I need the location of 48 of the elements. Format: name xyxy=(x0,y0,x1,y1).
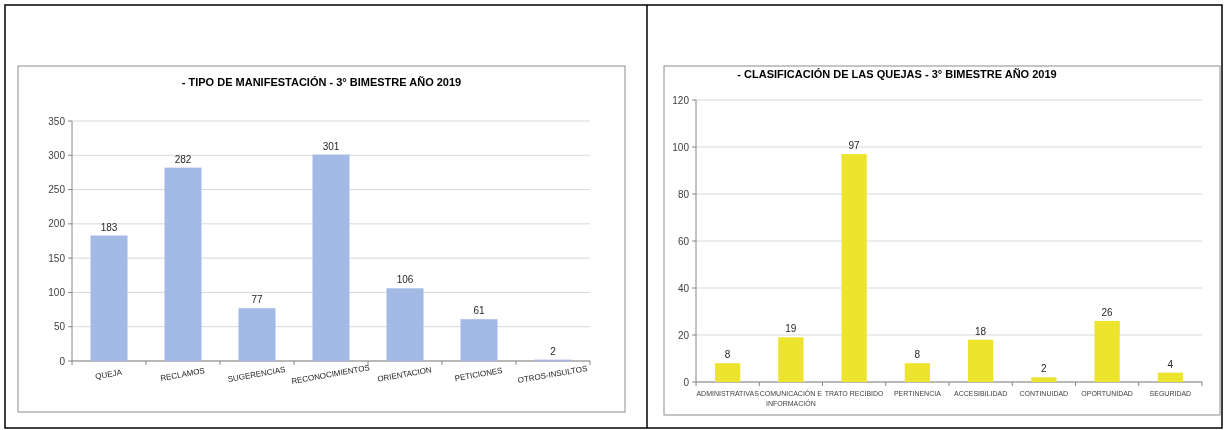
y-tick-label: 250 xyxy=(48,184,66,196)
y-tick-label: 40 xyxy=(677,282,690,294)
y-tick-label: 350 xyxy=(48,115,66,127)
y-tick-label: 120 xyxy=(672,94,690,106)
data-label: 19 xyxy=(785,323,797,335)
data-label: 97 xyxy=(848,140,861,152)
bar xyxy=(238,308,276,361)
bar xyxy=(1031,377,1057,382)
bar xyxy=(841,154,867,382)
y-tick-label: 100 xyxy=(672,141,690,153)
bar xyxy=(714,363,741,382)
data-label: 26 xyxy=(1101,306,1114,318)
bar xyxy=(1157,372,1184,382)
bar xyxy=(778,337,804,382)
bar xyxy=(904,363,931,382)
data-label: 18 xyxy=(975,325,987,337)
data-label: 4 xyxy=(1167,358,1174,370)
y-tick-label: 200 xyxy=(48,218,66,230)
data-label: 77 xyxy=(251,294,263,306)
y-tick-label: 0 xyxy=(683,376,690,388)
y-tick-label: 150 xyxy=(48,252,66,264)
bar xyxy=(312,154,350,361)
y-tick-label: 50 xyxy=(53,321,66,333)
data-label: 301 xyxy=(322,140,340,152)
x-tick-label: QUEJA xyxy=(94,367,124,382)
data-label: 8 xyxy=(914,349,921,361)
bar xyxy=(967,339,994,382)
y-tick-label: 60 xyxy=(677,235,690,247)
data-label: 282 xyxy=(174,153,192,165)
bar xyxy=(1094,320,1120,382)
y-tick-label: 300 xyxy=(48,149,66,161)
y-tick-label: 80 xyxy=(677,188,690,200)
y-tick-label: 100 xyxy=(48,286,66,298)
data-label: 2 xyxy=(550,345,557,357)
bar xyxy=(164,167,202,361)
data-label: 106 xyxy=(396,274,414,286)
data-label: 8 xyxy=(724,349,731,361)
data-label: 61 xyxy=(473,305,485,317)
y-tick-label: 0 xyxy=(59,355,66,367)
data-label: 2 xyxy=(1041,363,1048,375)
bar xyxy=(386,288,424,361)
y-tick-label: 20 xyxy=(677,329,690,341)
x-tick-label: RECLAMOS xyxy=(159,366,206,383)
chart-title: - TIPO DE MANIFESTACIÓN - 3° BIMESTRE AÑO 2019 xyxy=(181,76,462,88)
bar xyxy=(90,235,128,361)
bar xyxy=(460,319,498,361)
data-label: 183 xyxy=(100,221,118,233)
chart-title: - CLASIFICACIÓN DE LAS QUEJAS - 3° BIMESTRE AÑO 2019 xyxy=(737,68,1057,80)
